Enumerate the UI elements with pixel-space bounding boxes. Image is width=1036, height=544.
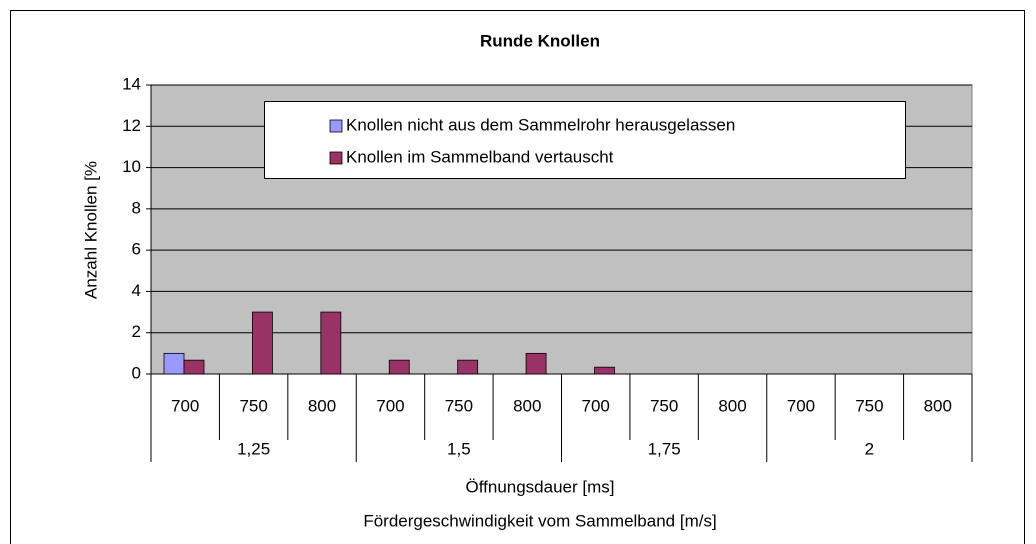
x-tick-label: 700 (376, 396, 404, 415)
y-tick-label: 14 (122, 74, 141, 93)
group-label: 1,5 (447, 439, 471, 458)
x-tick-label: 700 (787, 396, 815, 415)
legend-label: Knollen nicht aus dem Sammelrohr herausg… (346, 115, 735, 134)
x-tick-label: 800 (924, 396, 952, 415)
x-axis-label-2: Fördergeschwindigkeit vom Sammelband [m/… (363, 511, 716, 530)
bar (252, 311, 273, 375)
bar (457, 359, 479, 375)
bar (594, 366, 615, 375)
y-tick-label: 2 (132, 322, 141, 341)
x-tick-label: 800 (718, 396, 746, 415)
x-tick-label: 750 (855, 396, 883, 415)
y-tick-label: 6 (132, 240, 141, 259)
group-label: 1,75 (648, 439, 681, 458)
chart-title: Runde Knollen (480, 31, 600, 50)
legend-swatch (329, 151, 343, 165)
x-axis-label: Öffnungsdauer [ms] (466, 477, 615, 496)
y-tick-label: 10 (122, 157, 141, 176)
y-tick-label: 4 (132, 281, 141, 300)
legend-swatch (329, 119, 343, 133)
x-tick-label: 750 (445, 396, 473, 415)
x-tick-label: 750 (650, 396, 678, 415)
y-tick-label: 0 (132, 363, 141, 382)
bar (163, 352, 185, 375)
y-axis-label: Anzahl Knollen [% (81, 161, 100, 299)
legend-label: Knollen im Sammelband vertauscht (346, 147, 614, 166)
y-tick-label: 8 (132, 198, 141, 217)
bar (183, 359, 205, 375)
x-tick-label: 700 (171, 396, 199, 415)
legend (264, 101, 906, 179)
x-tick-label: 800 (308, 396, 336, 415)
bar (525, 352, 547, 375)
x-tick-label: 700 (582, 396, 610, 415)
x-tick-label: 800 (513, 396, 541, 415)
y-tick-label: 12 (122, 116, 141, 135)
bar (388, 359, 410, 375)
group-label: 2 (865, 439, 874, 458)
bar (320, 311, 342, 375)
x-tick-label: 750 (239, 396, 267, 415)
group-label: 1,25 (237, 439, 270, 458)
